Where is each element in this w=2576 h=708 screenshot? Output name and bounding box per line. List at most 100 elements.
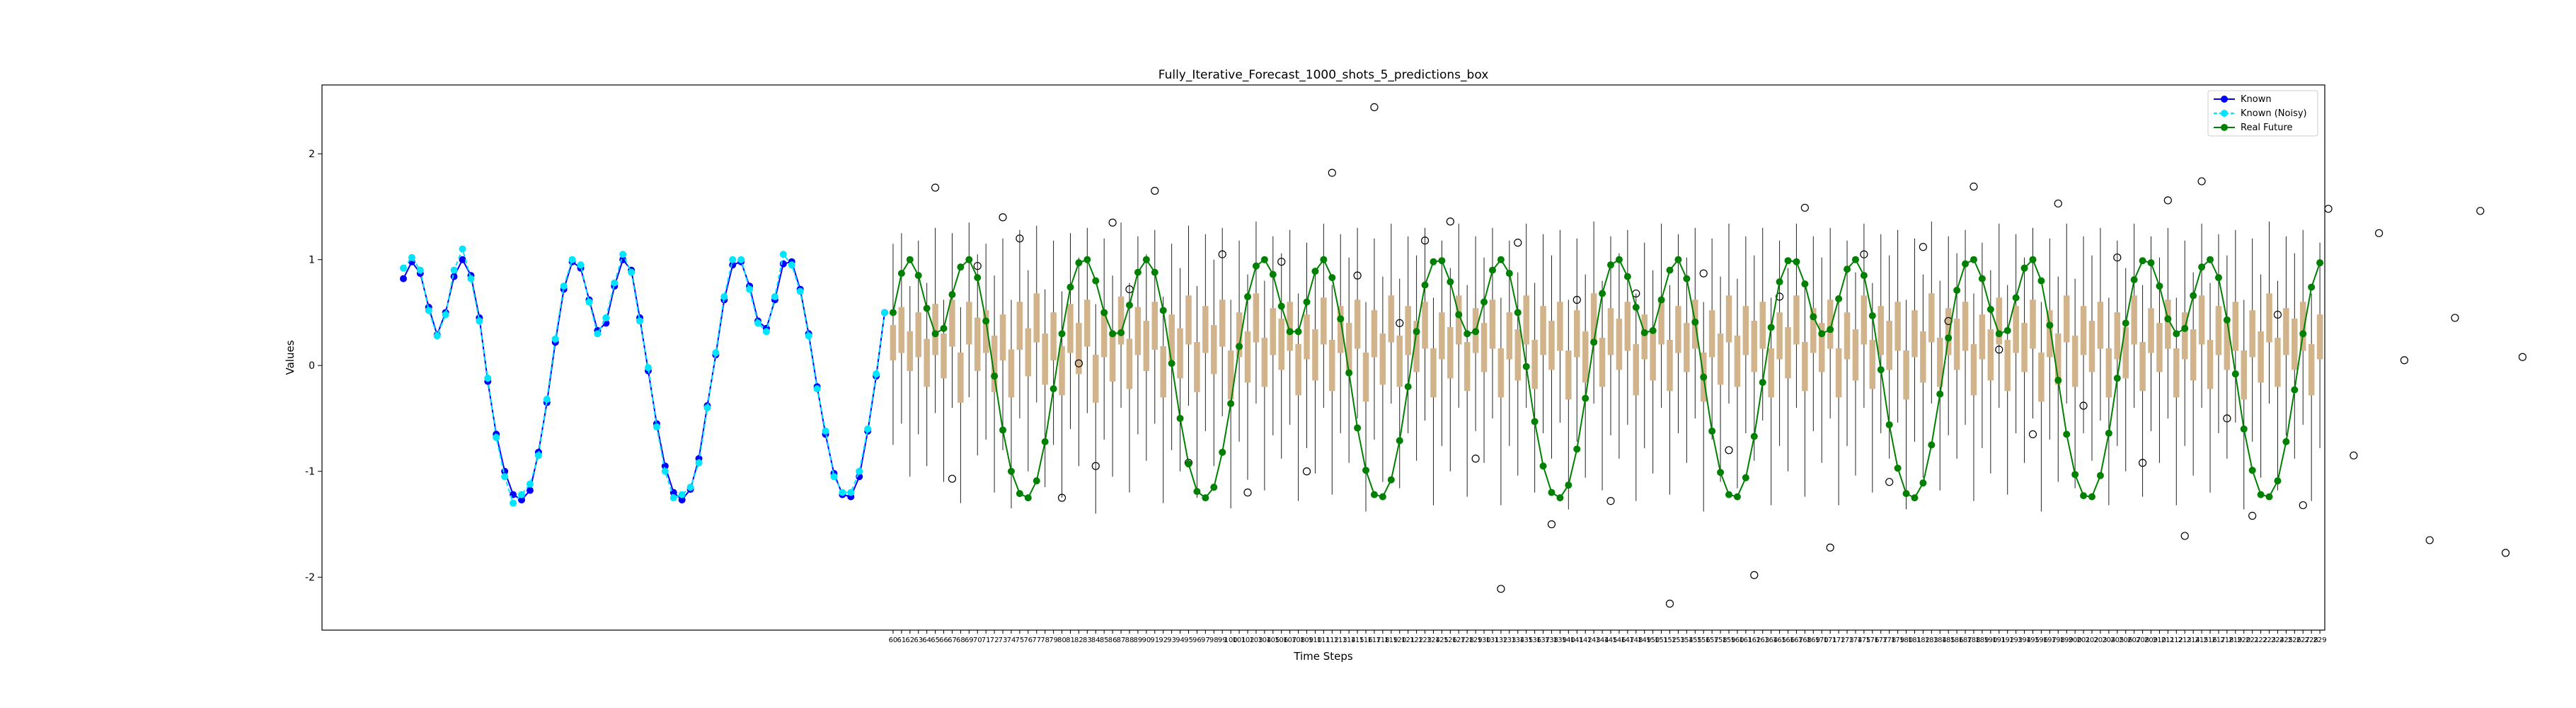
series-marker [652, 423, 660, 430]
x-tick-label: 95 [1184, 636, 1193, 644]
series-marker [779, 251, 787, 258]
box-iqr [1295, 344, 1301, 396]
series-marker [1134, 268, 1142, 276]
series-marker [1488, 266, 1496, 274]
outlier-point [1572, 295, 1581, 304]
box-iqr [1405, 306, 1411, 355]
forecast-box [1810, 236, 1817, 431]
x-tick-label: 189 [1975, 636, 1989, 644]
x-tick-label: 110 [1309, 636, 1322, 644]
series-marker [493, 433, 500, 441]
y-tick-label: -1 [305, 467, 315, 478]
series-marker [2190, 292, 2197, 299]
box-iqr [2063, 295, 2070, 343]
x-tick-label: 223 [2262, 636, 2276, 644]
outlier-point [1091, 462, 1100, 470]
outlier-point [1800, 203, 1809, 212]
x-tick-label: 212 [2170, 636, 2183, 644]
box-iqr [2181, 312, 2188, 360]
box-iqr [1582, 331, 1589, 383]
series-marker [1236, 343, 1243, 350]
series-marker [1497, 256, 1505, 263]
box-iqr [1194, 342, 1200, 392]
forecast-box [1379, 276, 1386, 482]
x-tick-label: 111 [1317, 636, 1330, 644]
forecast-box [2215, 234, 2222, 433]
forecast-box [1093, 304, 1099, 514]
forecast-box [1480, 257, 1488, 463]
series-marker [1590, 338, 1598, 346]
x-tick-label: 89 [1134, 636, 1143, 644]
x-tick-label: 133 [1502, 636, 1516, 644]
outlier-point [2501, 549, 2510, 557]
series-marker [459, 245, 466, 253]
box-iqr [1506, 312, 1513, 360]
x-tick-label: 121 [1401, 636, 1415, 644]
series-marker [678, 491, 686, 498]
forecast-box [2207, 282, 2214, 493]
forecast-box [1067, 233, 1074, 429]
box-iqr [1650, 329, 1656, 381]
outlier-point [2113, 253, 2122, 262]
outlier-point [1353, 271, 1362, 280]
x-tick-label: 216 [2203, 636, 2216, 644]
series-marker [2265, 493, 2273, 501]
box-iqr [1422, 302, 1428, 349]
forecast-box [1818, 257, 1825, 463]
x-tick-label: 217 [2212, 636, 2225, 644]
outlier-point [1606, 496, 1615, 506]
forecast-box [2258, 274, 2264, 478]
x-axis-ticks: 60 61 62 63 64 65 66 67 68 69 70 71 72 73 74 75 76 77 78 79… [889, 630, 2327, 644]
x-tick-label: 182 [1916, 636, 1930, 644]
forecast-box [1987, 270, 1994, 474]
box-iqr [1084, 299, 1091, 347]
box-iqr [1439, 312, 1445, 360]
forecast-box [2308, 293, 2315, 501]
series-marker [1117, 329, 1125, 336]
x-tick-label: 148 [1629, 636, 1643, 644]
x-tick-label: 195 [2026, 636, 2040, 644]
x-tick-label: 123 [1418, 636, 1432, 644]
series-marker [1505, 270, 1513, 278]
x-tick-label: 64 [922, 636, 931, 644]
x-tick-label: 141 [1570, 636, 1584, 644]
x-tick-label: 164 [1764, 636, 1778, 644]
box-iqr [1117, 296, 1125, 345]
forecast-box [2139, 285, 2146, 497]
forecast-box [1607, 236, 1614, 435]
forecast-box [2316, 242, 2323, 448]
series-marker [991, 372, 999, 380]
forecast-box [2283, 236, 2289, 435]
box-iqr [2114, 312, 2121, 360]
forecast-box [1962, 229, 1969, 425]
box-iqr [1776, 312, 1783, 360]
series-marker [1362, 467, 1370, 474]
box-iqr [1886, 321, 1892, 370]
box-iqr [1211, 325, 1217, 375]
series-marker [2113, 375, 2121, 382]
series-marker [1548, 489, 1556, 496]
series-marker [1725, 491, 1733, 498]
x-tick-label: 174 [1848, 636, 1862, 644]
x-tick-label: 114 [1342, 636, 1356, 644]
series-marker [526, 480, 534, 488]
series-marker [2012, 294, 2020, 302]
x-tick-label: 173 [1840, 636, 1853, 644]
series-marker [1219, 448, 1226, 456]
forecast-box [1008, 299, 1015, 509]
outlier-point [1243, 489, 1252, 497]
series-marker [1928, 441, 1936, 449]
outlier-point [1471, 455, 1480, 463]
x-tick-label: 137 [1536, 636, 1550, 644]
x-tick-label: 92 [1158, 636, 1168, 644]
box-iqr [1835, 348, 1842, 398]
series-marker [2003, 326, 2011, 334]
outlier-point [1396, 319, 1404, 328]
x-tick-label: 208 [2136, 636, 2149, 644]
x-tick-label: 78 [1040, 636, 1050, 644]
series-line [892, 258, 2321, 499]
series-marker [982, 317, 990, 325]
series-marker [644, 364, 652, 372]
box-iqr [2207, 340, 2214, 389]
series-marker [1421, 281, 1429, 289]
